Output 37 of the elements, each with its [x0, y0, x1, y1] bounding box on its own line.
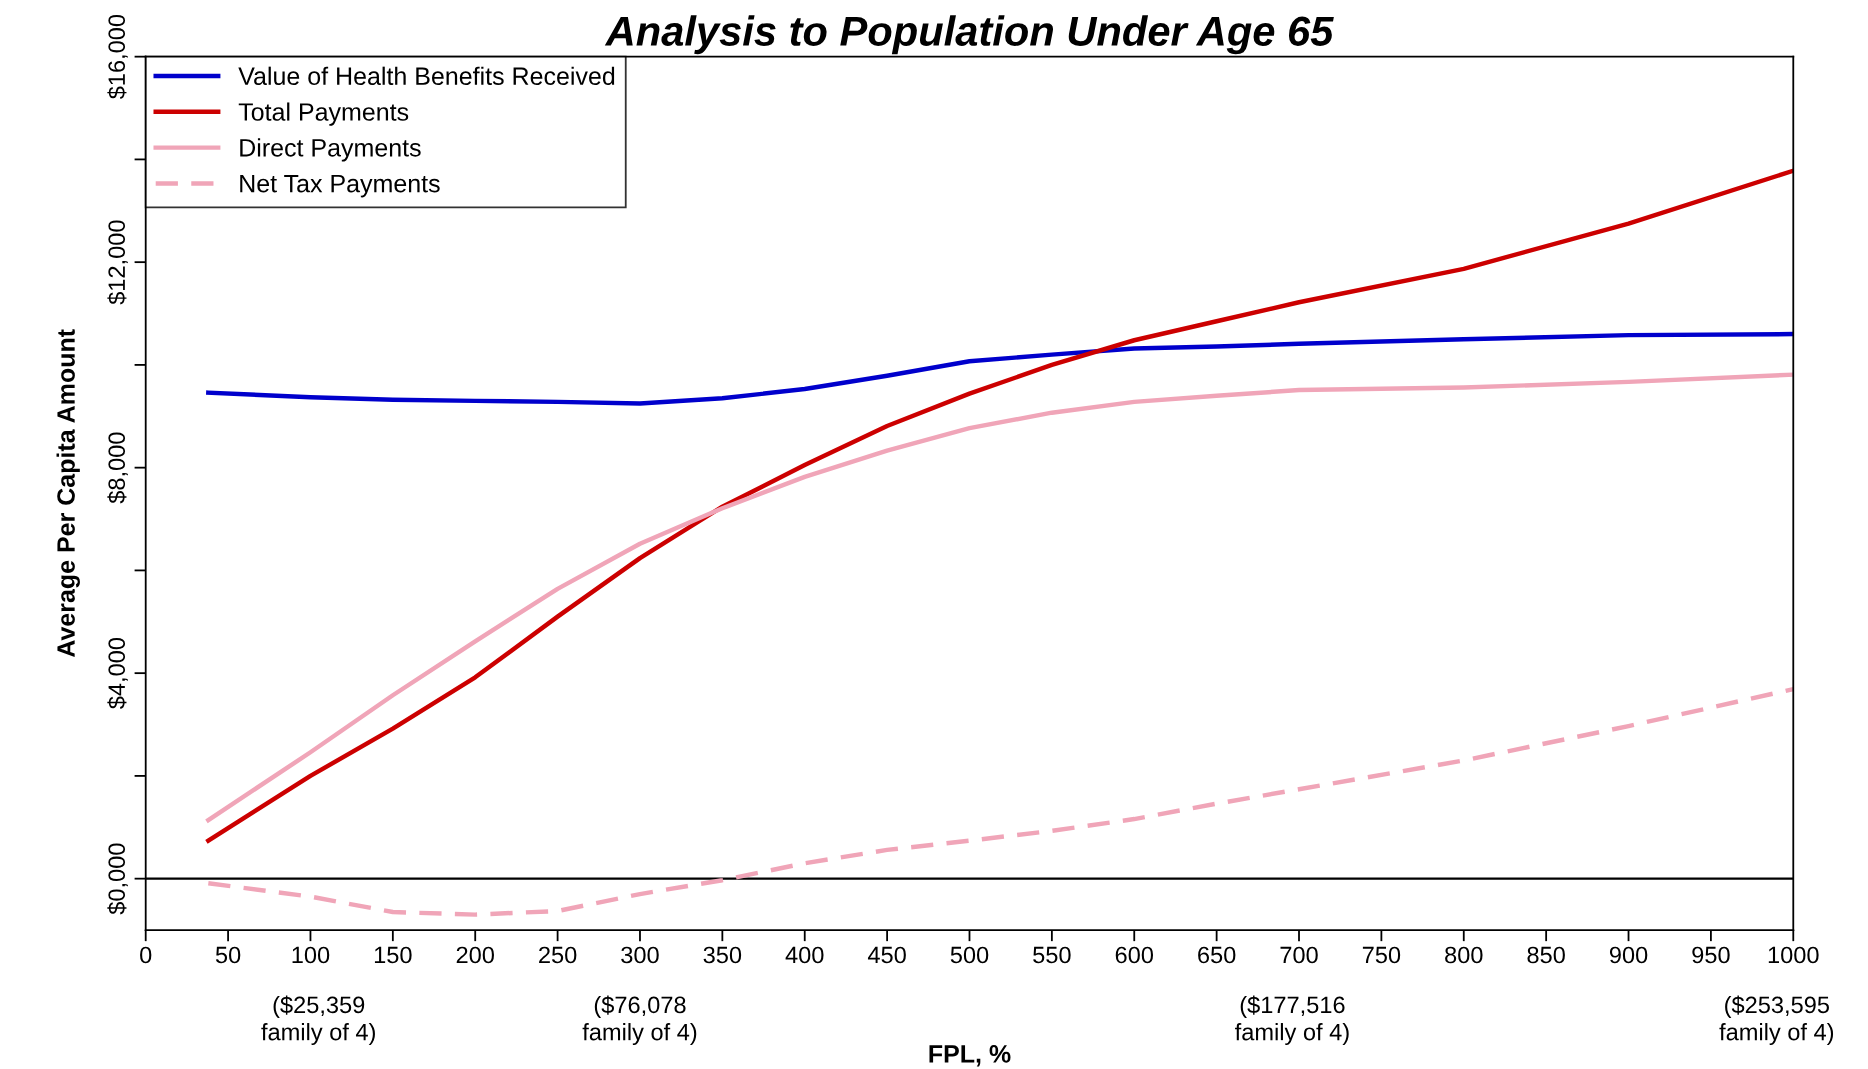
x-tick-label: 900 — [1609, 946, 1648, 964]
x-tick-label: 700 — [1280, 946, 1318, 964]
y-tick-label: $0,000 — [107, 843, 128, 915]
x-tick-label: 950 — [1692, 946, 1730, 964]
text: ($76,078 family of 4) — [582, 995, 697, 1046]
x-tick-label: 50 — [215, 946, 241, 964]
x-tick-label: 200 — [456, 946, 494, 964]
y-axis-title: Average Per Capita Amount — [56, 329, 80, 658]
y-tick-label: $4,000 — [107, 637, 128, 710]
legend-label: Net Tax Payments — [240, 174, 440, 198]
x-tick-label: 750 — [1362, 946, 1401, 964]
text: ($177,516 family of 4) — [1235, 995, 1349, 1046]
x-tick-label: 850 — [1527, 946, 1565, 964]
legend-label: Value of Health Benefits Received — [238, 66, 615, 86]
y-tick-label: $12,000 — [107, 220, 128, 305]
x-tick-label: 450 — [867, 946, 906, 964]
chart-title: Analysis to Population Under Age 65 — [604, 15, 1334, 55]
x-tick-label: 350 — [703, 946, 742, 964]
legend-label: Total Payments — [238, 102, 409, 126]
x-tick-label: 0 — [140, 946, 152, 964]
x-tick-label: 800 — [1445, 946, 1483, 964]
y-tick-label: $16,000 — [107, 14, 128, 100]
x-tick-label: 300 — [621, 946, 659, 964]
x-tick-label: 400 — [785, 946, 824, 964]
x-tick-label: 600 — [1115, 946, 1154, 964]
x-tick-label: 150 — [374, 946, 412, 964]
x-axis-title: FPL, % — [929, 1045, 1011, 1067]
text: ($25,359 family of 4) — [261, 995, 375, 1046]
y-tick-label: $8,000 — [107, 432, 128, 504]
x-tick-label: 1000 — [1768, 946, 1819, 964]
x-tick-label: 250 — [539, 946, 577, 964]
x-tick-label: 100 — [292, 946, 330, 964]
legend-label: Direct Payments — [240, 138, 421, 162]
x-tick-label: 550 — [1033, 946, 1071, 964]
x-tick-label: 500 — [950, 946, 989, 964]
x-tick-label: 650 — [1198, 946, 1236, 964]
text: ($253,595 family of 4) — [1719, 995, 1834, 1046]
